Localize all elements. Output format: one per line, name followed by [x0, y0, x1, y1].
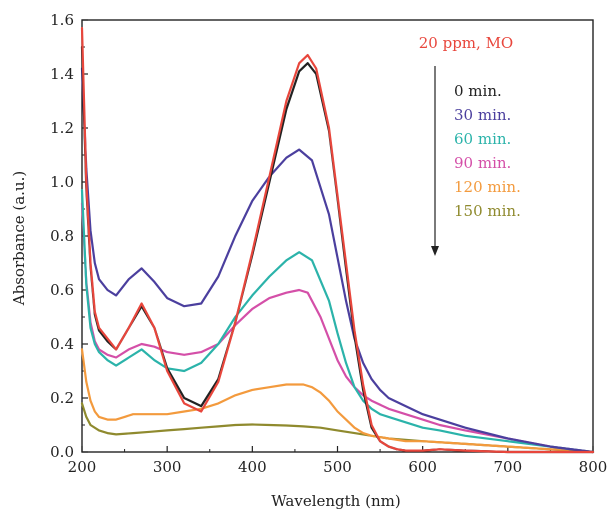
y-tick-label: 0.4	[50, 335, 74, 353]
plot-border	[81, 19, 594, 453]
legend-entry: 150 min.	[454, 202, 521, 220]
x-axis: 200 300 400 500 600 700 800	[68, 446, 608, 476]
series-line	[80, 189, 595, 454]
series-line	[80, 45, 595, 454]
x-tick-label: 300	[153, 458, 182, 476]
legend-entry: 0 min.	[454, 82, 502, 100]
plot-frame	[81, 19, 594, 453]
series-line	[80, 27, 595, 454]
y-tick-label: 0.6	[50, 281, 74, 299]
x-tick-label: 400	[238, 458, 267, 476]
series-line	[80, 202, 595, 454]
x-tick-label: 600	[408, 458, 437, 476]
y-tick-label: 1.4	[50, 65, 74, 83]
sample-annotation: 20 ppm, MO	[419, 34, 513, 52]
y-tick-label: 0.0	[50, 443, 74, 461]
y-tick-label: 1.6	[50, 11, 74, 29]
y-axis-title: Absorbance (a.u.)	[10, 171, 28, 306]
series-line	[80, 67, 595, 454]
x-tick-label: 700	[494, 458, 523, 476]
series-line	[80, 348, 595, 454]
y-tick-label: 0.8	[50, 227, 74, 245]
legend-entry: 90 min.	[454, 154, 511, 172]
y-tick-label: 1.2	[50, 119, 74, 137]
x-tick-label: 500	[323, 458, 352, 476]
y-tick-label: 1.0	[50, 173, 74, 191]
legend-entry: 30 min.	[454, 106, 511, 124]
x-axis-title: Wavelength (nm)	[271, 492, 400, 510]
series-layer	[80, 27, 595, 454]
x-tick-label: 200	[68, 458, 97, 476]
legend: 0 min. 30 min. 60 min. 90 min. 120 min. 150 m…	[431, 66, 521, 256]
trend-arrow-head	[431, 246, 439, 256]
legend-entry: 60 min.	[454, 130, 511, 148]
legend-entry: 120 min.	[454, 178, 521, 196]
y-tick-label: 0.2	[50, 389, 74, 407]
x-tick-label: 800	[579, 458, 608, 476]
